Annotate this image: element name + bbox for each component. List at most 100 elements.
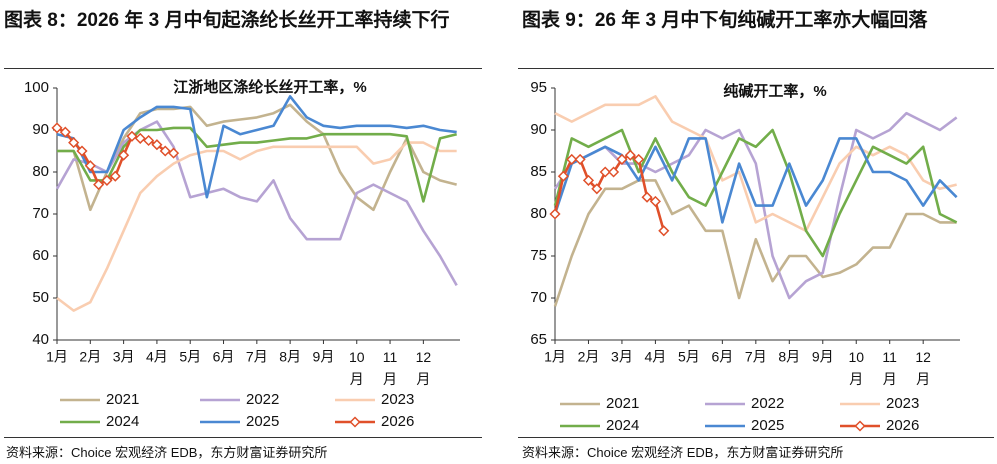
legend-label: 2022 — [751, 395, 784, 412]
point — [616, 153, 628, 165]
point — [101, 174, 113, 186]
point — [658, 225, 670, 237]
point — [574, 153, 586, 165]
x-tick-label-part: 12 — [915, 349, 931, 365]
source: 资料来源：Choice 宏观经济 EDB，东方财富证券研究所 — [6, 445, 328, 460]
point — [649, 195, 661, 207]
x-tick-label: 8月 — [279, 349, 301, 365]
x-tick-label: 3月 — [113, 349, 135, 365]
point — [84, 160, 96, 172]
y-tick-label: 60 — [32, 247, 49, 264]
x-tick-label-part: 月 — [383, 371, 397, 387]
legend-label: 2023 — [886, 395, 919, 412]
x-tick-label: 5月 — [678, 349, 700, 365]
x-tick-label: 6月 — [213, 349, 235, 365]
x-tick-label-part: 月 — [883, 371, 897, 387]
point — [599, 166, 611, 178]
series-line — [57, 126, 457, 203]
figure-title: 图表 8：2026 年 3 月中旬起涤纶长丝开工率持续下行 — [4, 10, 450, 31]
x-tick-label-part: 10 — [848, 349, 864, 365]
y-tick-label: 90 — [32, 121, 49, 138]
legend-label: 2024 — [606, 417, 639, 434]
point — [591, 183, 603, 195]
series-line — [56, 141, 457, 312]
x-tick-label: 4月 — [146, 349, 168, 365]
legend-label: 2025 — [751, 417, 784, 434]
point — [68, 137, 80, 149]
x-tick-label: 10 月 — [848, 349, 864, 387]
series-line — [553, 128, 958, 258]
point — [624, 149, 636, 161]
point — [126, 130, 138, 142]
point — [608, 166, 620, 178]
x-tick-label: 11 月 — [383, 349, 398, 387]
point — [566, 153, 578, 165]
rule — [518, 437, 994, 438]
source: 资料来源：Choice 宏观经济 EDB，东方财富证券研究所 — [522, 445, 844, 460]
chart-subtitle: 纯碱开工率，% — [723, 82, 826, 100]
x-tick-label: 12 月 — [915, 349, 931, 387]
x-tick-label: 5月 — [179, 349, 201, 365]
point — [582, 174, 595, 186]
x-tick-label: 3月 — [611, 349, 633, 365]
point — [59, 126, 71, 138]
series-line — [553, 179, 957, 307]
point — [159, 145, 171, 157]
x-tick-label: 2月 — [79, 349, 101, 365]
point — [143, 134, 155, 147]
legend-label: 2026 — [886, 417, 919, 434]
series-line — [57, 103, 457, 212]
rule — [518, 68, 994, 69]
y-tick-label: 85 — [530, 163, 547, 180]
rule — [4, 68, 482, 69]
legend-marker — [349, 416, 361, 428]
point — [641, 191, 653, 203]
x-tick-label: 7月 — [745, 349, 767, 365]
legend-label: 2021 — [606, 395, 639, 412]
series-line — [554, 95, 957, 233]
point — [633, 153, 645, 165]
x-tick-label: 8月 — [778, 349, 800, 365]
y-tick-label: 70 — [32, 205, 49, 222]
chart-subtitle: 江浙地区涤纶长丝开工率，% — [173, 78, 366, 96]
y-tick-label: 90 — [530, 121, 547, 138]
x-tick-label-part: 月 — [350, 371, 364, 387]
x-tick-label: 1月 — [46, 349, 68, 365]
point — [168, 147, 180, 159]
point — [109, 170, 121, 182]
legend-label: 2023 — [381, 391, 414, 408]
x-tick-label: 11 月 — [882, 349, 897, 387]
legend-label: 2022 — [246, 391, 279, 408]
y-tick-label: 100 — [24, 79, 49, 96]
x-tick-label: 2月 — [578, 349, 600, 365]
legend-label: 2025 — [246, 413, 279, 430]
point — [51, 122, 63, 134]
y-tick-label: 50 — [32, 289, 49, 306]
x-tick-label: 7月 — [246, 349, 268, 365]
legend-label: 2026 — [381, 413, 414, 430]
y-tick-label: 80 — [530, 205, 547, 222]
legend-label: 2024 — [106, 413, 139, 430]
x-tick-label-part: 12 — [416, 349, 432, 365]
x-tick-label: 6月 — [711, 349, 733, 365]
legend-marker — [854, 420, 866, 432]
series-line — [55, 120, 458, 287]
y-tick-label: 70 — [530, 289, 547, 306]
x-tick-label: 4月 — [645, 349, 667, 365]
x-tick-label: 12 月 — [416, 349, 432, 387]
y-tick-label: 80 — [32, 163, 49, 180]
x-tick-label-part: 11 — [882, 349, 897, 365]
point — [549, 208, 561, 220]
x-tick-label-part: 月 — [416, 371, 430, 387]
x-tick-label: 1月 — [544, 349, 566, 365]
x-tick-label: 9月 — [812, 349, 834, 365]
series-line — [56, 95, 457, 199]
legend-label: 2021 — [106, 391, 139, 408]
point — [118, 149, 130, 161]
x-tick-label-part: 月 — [849, 371, 863, 387]
point — [557, 170, 569, 182]
point — [76, 145, 88, 157]
rule — [4, 437, 482, 438]
